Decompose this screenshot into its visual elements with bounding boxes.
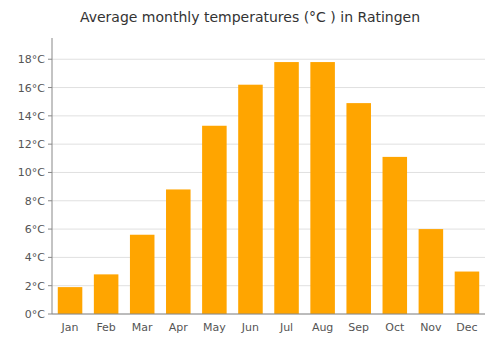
x-tick-label: Feb [96, 321, 115, 334]
x-tick-label: Nov [420, 321, 442, 334]
y-tick-label: 8°C [25, 195, 45, 208]
bar [274, 62, 299, 314]
x-tick-label: May [203, 321, 226, 334]
y-axis: 0°C 2°C 4°C 6°C 8°C 10°C 12°C 14°C 16°C 18°C [18, 38, 52, 321]
y-tick [48, 285, 52, 286]
x-axis: Jan Feb Mar Apr May Jun Jul Aug Sep Oct Nov Dec [52, 314, 485, 334]
bar [202, 126, 227, 314]
chart-svg: Average monthly temperatures (°C ) in Ra… [0, 0, 500, 350]
y-tick-label: 18°C [18, 53, 45, 66]
y-tick-label: 0°C [25, 308, 45, 321]
bar [419, 229, 444, 314]
bar [94, 274, 119, 314]
title: Average monthly temperatures (°C ) in Ra… [80, 9, 420, 25]
bar [238, 85, 263, 314]
bar [58, 287, 83, 314]
x-tick-label: Jan [61, 321, 79, 334]
y-tick-label: 6°C [25, 223, 45, 236]
bar [130, 235, 155, 314]
grid-line [52, 144, 485, 145]
y-tick-label: 2°C [25, 280, 45, 293]
chart-container: Average monthly temperatures (°C ) in Ra… [0, 0, 500, 350]
y-tick [48, 59, 52, 60]
bar [346, 103, 371, 314]
bar [455, 272, 480, 314]
y-tick [48, 144, 52, 145]
x-tick-label: Sep [348, 321, 369, 334]
bar [310, 62, 335, 314]
y-tick-label: 12°C [18, 138, 45, 151]
y-tick [48, 87, 52, 88]
y-tick [48, 172, 52, 173]
grid-line [52, 59, 485, 60]
y-tick [48, 314, 52, 315]
y-tick [48, 229, 52, 230]
x-axis-line [52, 314, 485, 315]
grid [52, 59, 485, 314]
x-tick-label: Apr [169, 321, 189, 334]
bars [58, 62, 479, 314]
y-axis-line [52, 38, 53, 314]
x-tick-label: Aug [312, 321, 333, 334]
y-tick-label: 16°C [18, 82, 45, 95]
y-tick-label: 4°C [25, 251, 45, 264]
x-tick-label: Jun [241, 321, 259, 334]
y-tick-label: 10°C [18, 166, 45, 179]
grid-line [52, 172, 485, 173]
grid-line [52, 314, 485, 315]
grid-line [52, 115, 485, 116]
y-tick [48, 115, 52, 116]
x-tick-label: Mar [132, 321, 153, 334]
x-tick-label: Dec [456, 321, 477, 334]
x-tick-label: Jul [279, 321, 293, 334]
x-tick-label: Oct [385, 321, 405, 334]
y-tick [48, 257, 52, 258]
bar [166, 189, 191, 314]
grid-line [52, 200, 485, 201]
y-tick-label: 14°C [18, 110, 45, 123]
bar [383, 157, 408, 314]
grid-line [52, 87, 485, 88]
y-tick [48, 200, 52, 201]
